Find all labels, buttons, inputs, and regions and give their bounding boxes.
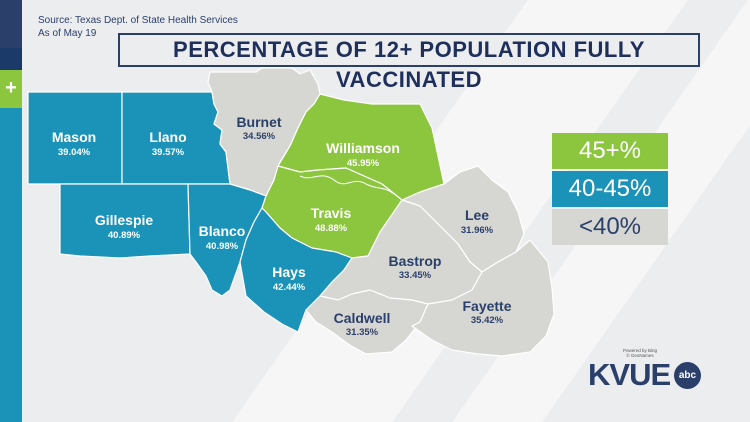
plus-icon: + [0,70,22,108]
legend-high-label: 45+% [578,137,642,164]
attribution: Powered by Bing © GeoNames [620,348,660,358]
value-burnet: 34.56% [243,131,276,142]
label-lee: Lee [465,207,489,223]
value-mason: 39.04% [58,147,91,158]
label-llano: Llano [149,129,186,145]
left-accent-bar: + [0,0,22,422]
value-fayette: 35.42% [471,315,504,326]
county-fayette [411,239,555,357]
legend-low-label: <40% [578,213,642,240]
label-mason: Mason [52,129,96,145]
map-title: PERCENTAGE OF 12+ POPULATION FULLY VACCI… [118,33,700,92]
legend-high: 45+% [552,133,668,169]
date-text: As of May 19 [38,28,97,39]
label-bastrop: Bastrop [389,253,442,269]
legend-low: <40% [552,209,668,245]
colorado-river [299,175,395,195]
county-caldwell [305,289,429,355]
value-blanco: 40.98% [206,241,239,252]
label-travis: Travis [311,205,352,221]
county-labels: Mason 39.04% Llano 39.57% Burnet 34.56% … [52,114,512,338]
value-hays: 42.44% [273,282,306,293]
left-bar-band [0,48,22,70]
value-williamson: 45.95% [347,158,380,169]
value-lee: 31.96% [461,225,494,236]
geonames-text: © GeoNames [626,353,654,358]
legend-mid-label: 40-45% [568,175,652,202]
legend-mid: 40-45% [552,171,668,207]
value-llano: 39.57% [152,147,185,158]
label-burnet: Burnet [236,114,281,130]
value-caldwell: 31.35% [346,327,379,338]
label-caldwell: Caldwell [334,310,391,326]
abc-logo: abc [674,362,701,389]
value-travis: 48.88% [315,223,348,234]
source-note: Source: Texas Dept. of State Health Serv… [38,14,238,40]
label-fayette: Fayette [462,298,511,314]
kvue-wordmark: KVUE [588,357,671,392]
powered-by-text: Powered by Bing [622,348,658,353]
label-gillespie: Gillespie [95,212,154,228]
label-williamson: Williamson [326,140,400,156]
value-bastrop: 33.45% [399,270,432,281]
label-blanco: Blanco [199,223,246,239]
value-gillespie: 40.89% [108,230,141,241]
left-bar-top [0,0,22,48]
label-hays: Hays [272,264,306,280]
source-text: Source: Texas Dept. of State Health Serv… [38,15,238,26]
